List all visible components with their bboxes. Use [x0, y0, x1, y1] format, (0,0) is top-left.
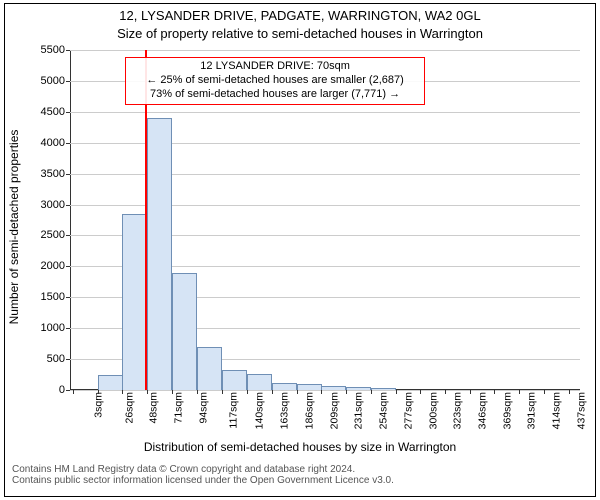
x-tick-mark	[396, 390, 397, 394]
annotation-line: 12 LYSANDER DRIVE: 70sqm	[130, 60, 420, 74]
y-tick-label: 1000	[41, 322, 70, 334]
x-tick-label: 117sqm	[228, 392, 240, 429]
histogram-bar	[321, 386, 346, 390]
x-tick-label: 437sqm	[576, 392, 588, 429]
x-tick-mark	[272, 390, 273, 394]
footer-line-2: Contains public sector information licen…	[12, 475, 600, 486]
plot-area: 0500100015002000250030003500400045005000…	[70, 50, 580, 390]
y-axis-label: Number of semi-detached properties	[7, 57, 21, 397]
y-tick-label: 4500	[41, 106, 70, 118]
x-tick-label: 300sqm	[427, 392, 439, 429]
x-tick-label: 209sqm	[328, 392, 340, 429]
x-tick-mark	[371, 390, 372, 394]
chart-title-line1: 12, LYSANDER DRIVE, PADGATE, WARRINGTON,…	[0, 8, 600, 23]
x-tick-label: 186sqm	[303, 392, 315, 429]
x-tick-label: 369sqm	[502, 392, 514, 429]
x-tick-mark	[172, 390, 173, 394]
x-tick-mark	[445, 390, 446, 394]
x-tick-mark	[98, 390, 99, 394]
x-tick-mark	[147, 390, 148, 394]
x-tick-label: 254sqm	[377, 392, 389, 429]
x-tick-label: 94sqm	[198, 392, 210, 424]
histogram-bar	[272, 383, 297, 390]
x-tick-mark	[569, 390, 570, 394]
y-tick-label: 2000	[41, 260, 70, 272]
y-axis-line	[70, 50, 71, 390]
x-tick-label: 163sqm	[278, 392, 290, 429]
x-tick-mark	[494, 390, 495, 394]
x-tick-mark	[346, 390, 347, 394]
histogram-bar	[247, 374, 272, 390]
x-tick-label: 414sqm	[551, 392, 563, 429]
histogram-bar	[98, 375, 123, 390]
histogram-bar	[122, 214, 147, 390]
x-tick-mark	[197, 390, 198, 394]
y-tick-label: 0	[59, 384, 70, 396]
y-tick-label: 2500	[41, 229, 70, 241]
x-tick-label: 391sqm	[526, 392, 538, 429]
y-tick-label: 3500	[41, 168, 70, 180]
x-axis-label: Distribution of semi-detached houses by …	[0, 440, 600, 454]
x-tick-label: 231sqm	[352, 392, 364, 429]
x-tick-label: 3sqm	[93, 392, 105, 418]
y-tick-label: 500	[47, 353, 70, 365]
x-tick-label: 277sqm	[402, 392, 414, 429]
histogram-bar	[197, 347, 222, 390]
x-tick-mark	[222, 390, 223, 394]
y-tick-label: 5000	[41, 75, 70, 87]
y-tick-label: 3000	[41, 199, 70, 211]
histogram-bar	[346, 387, 371, 390]
histogram-bar	[147, 118, 172, 390]
chart-title-line2: Size of property relative to semi-detach…	[0, 26, 600, 41]
footer-line-1: Contains HM Land Registry data © Crown c…	[12, 464, 600, 475]
footer-attribution: Contains HM Land Registry data © Crown c…	[12, 464, 600, 486]
x-tick-mark	[73, 390, 74, 394]
y-tick-label: 1500	[41, 291, 70, 303]
x-tick-label: 346sqm	[477, 392, 489, 429]
x-tick-label: 26sqm	[124, 392, 136, 424]
histogram-bar	[172, 273, 197, 390]
annotation-line: 73% of semi-detached houses are larger (…	[130, 88, 420, 102]
x-tick-mark	[247, 390, 248, 394]
annotation-box: 12 LYSANDER DRIVE: 70sqm← 25% of semi-de…	[125, 57, 425, 104]
x-tick-label: 323sqm	[452, 392, 464, 429]
histogram-bar	[297, 384, 322, 390]
x-tick-label: 48sqm	[148, 392, 160, 424]
x-tick-mark	[544, 390, 545, 394]
x-tick-mark	[122, 390, 123, 394]
annotation-line: ← 25% of semi-detached houses are smalle…	[130, 74, 420, 88]
y-tick-label: 4000	[41, 137, 70, 149]
histogram-bar	[222, 370, 247, 390]
x-tick-mark	[519, 390, 520, 394]
x-tick-mark	[321, 390, 322, 394]
x-tick-mark	[420, 390, 421, 394]
x-tick-label: 140sqm	[253, 392, 265, 429]
x-tick-label: 71sqm	[173, 392, 185, 424]
histogram-bar	[371, 388, 396, 390]
y-tick-label: 5500	[41, 44, 70, 56]
x-tick-mark	[470, 390, 471, 394]
x-tick-mark	[297, 390, 298, 394]
